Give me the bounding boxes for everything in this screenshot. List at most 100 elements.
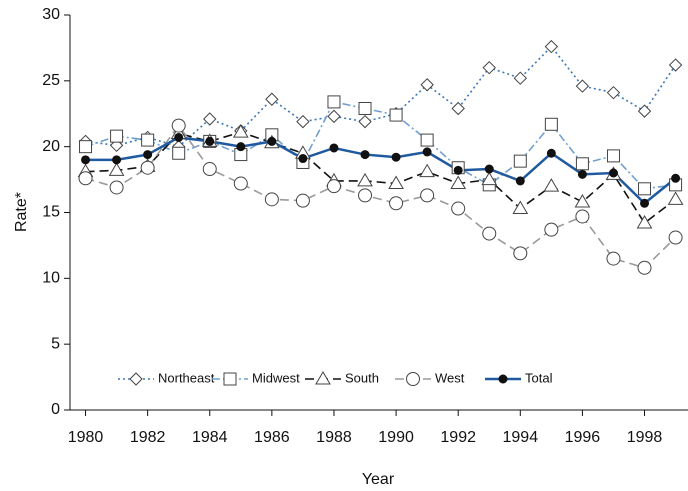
marker (451, 201, 466, 216)
marker (577, 169, 587, 179)
marker (544, 117, 558, 131)
marker (484, 164, 494, 174)
marker (498, 374, 508, 384)
marker (203, 112, 217, 126)
legend-label: Midwest (252, 370, 300, 385)
legend-label: West (435, 370, 465, 385)
y-tick-label: 20 (42, 138, 60, 155)
marker (267, 136, 277, 146)
marker (79, 140, 93, 154)
x-tick-label: 1984 (192, 429, 228, 446)
marker (81, 155, 91, 165)
marker (515, 176, 525, 186)
marker (544, 222, 559, 237)
marker (481, 171, 498, 186)
x-tick-label: 1988 (316, 429, 352, 446)
marker (327, 95, 341, 109)
y-tick-label: 10 (42, 270, 60, 287)
marker (108, 162, 125, 176)
x-tick-label: 1998 (627, 429, 663, 446)
legend-label: Total (525, 370, 553, 385)
marker (110, 129, 124, 143)
marker (450, 175, 467, 190)
y-tick-label: 5 (51, 335, 60, 352)
marker (236, 142, 246, 152)
marker (575, 209, 590, 224)
marker (358, 101, 372, 115)
marker (205, 136, 215, 146)
marker (512, 200, 529, 215)
marker (143, 150, 153, 160)
marker (140, 160, 155, 175)
marker (388, 175, 404, 190)
marker (513, 71, 528, 85)
marker (327, 109, 341, 124)
marker (513, 154, 527, 168)
marker (638, 182, 652, 196)
marker (358, 188, 373, 203)
marker (671, 173, 681, 183)
marker (451, 101, 465, 116)
marker (233, 176, 248, 191)
marker (141, 133, 155, 147)
marker (174, 132, 184, 142)
marker (172, 146, 186, 160)
marker (264, 192, 279, 207)
marker (606, 149, 620, 163)
x-tick-label: 1994 (503, 429, 539, 446)
marker (482, 226, 497, 241)
marker (232, 124, 249, 138)
marker (546, 148, 556, 158)
marker (202, 162, 217, 177)
marker (315, 371, 331, 385)
marker (543, 178, 560, 192)
x-tick-label: 1996 (565, 429, 601, 446)
marker (419, 163, 436, 178)
marker (420, 78, 434, 92)
marker (575, 157, 589, 171)
marker (606, 85, 621, 100)
marker (574, 193, 591, 208)
legend-label: Northeast (158, 370, 215, 385)
marker (608, 168, 618, 178)
marker (171, 118, 186, 133)
marker (360, 150, 370, 160)
marker (298, 154, 308, 164)
legend: Northeast Midwest South West Total (118, 370, 553, 386)
marker (637, 104, 652, 118)
marker (329, 143, 339, 153)
marker (422, 147, 432, 157)
marker (668, 58, 683, 72)
marker (406, 372, 420, 386)
marker (389, 108, 403, 122)
marker (112, 155, 122, 165)
marker (637, 260, 652, 275)
marker (513, 246, 528, 261)
marker (265, 92, 279, 106)
marker (296, 114, 310, 129)
y-tick-label: 15 (42, 204, 60, 221)
marker (295, 193, 310, 208)
x-tick-label: 1980 (68, 429, 104, 446)
marker (326, 179, 341, 194)
x-tick-label: 1982 (130, 429, 166, 446)
marker (223, 372, 237, 386)
x-axis-title: Year (362, 471, 395, 488)
marker (78, 171, 93, 186)
x-tick-label: 1986 (254, 429, 290, 446)
y-tick-label: 30 (42, 6, 60, 23)
marker (636, 215, 653, 229)
marker (482, 60, 496, 75)
x-tick-label: 1992 (440, 429, 476, 446)
legend-label: South (345, 370, 379, 385)
marker (389, 196, 404, 211)
y-tick-label: 0 (51, 401, 60, 418)
marker (129, 372, 143, 386)
marker (109, 180, 124, 195)
marker (391, 152, 401, 162)
y-tick-label: 25 (42, 72, 60, 89)
marker (544, 39, 559, 54)
y-axis-title: Rate* (13, 192, 30, 232)
marker (358, 114, 372, 129)
